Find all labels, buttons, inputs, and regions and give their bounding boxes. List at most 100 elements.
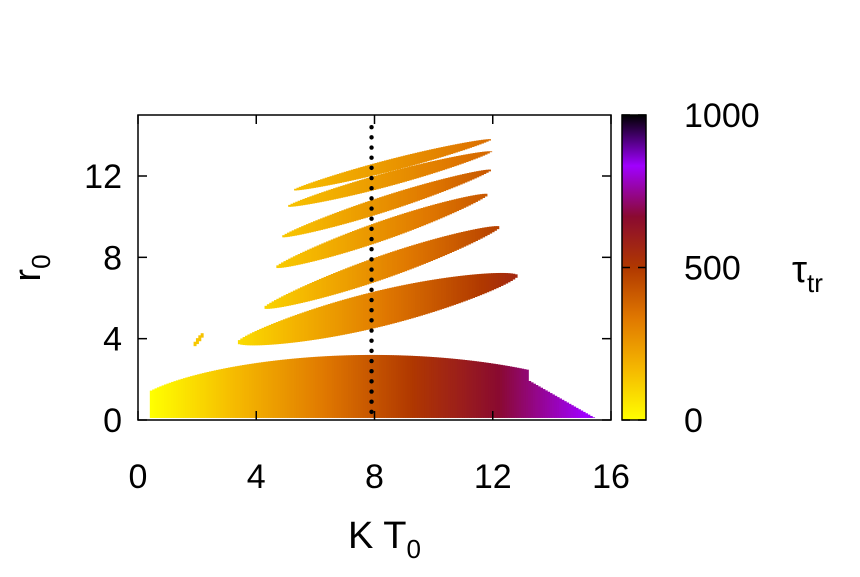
region-cell (232, 366, 236, 418)
marker-dot (369, 155, 374, 160)
region-cell (466, 142, 470, 149)
region-cell (401, 248, 405, 273)
region-cell (467, 196, 471, 206)
region-cell (324, 216, 328, 229)
region-cell (438, 357, 442, 418)
region-cell (525, 369, 529, 418)
region-cell (285, 318, 289, 344)
region-cell (453, 233, 457, 251)
region-cell (451, 234, 455, 252)
region-cell (413, 165, 417, 179)
x-axis-label: K T0 (348, 515, 421, 564)
region-cell (433, 181, 437, 195)
region-cell (493, 273, 497, 290)
region-cell (381, 354, 385, 418)
region-cell (311, 281, 315, 301)
region-cell (368, 292, 371, 330)
region-cell (355, 168, 359, 180)
region-cell (251, 363, 255, 418)
region-cell (320, 306, 324, 339)
region-cell (283, 295, 287, 307)
region-cell (327, 356, 331, 418)
region-cell (404, 247, 408, 272)
region-cell (479, 228, 483, 239)
region-cell (570, 405, 574, 418)
region-cell (346, 208, 350, 224)
region-cell (300, 287, 303, 304)
region-cell (295, 201, 299, 207)
region-cell (473, 140, 477, 147)
marker-dot (369, 257, 374, 262)
region-cell (284, 359, 288, 418)
region-cell (475, 152, 478, 159)
region-cell (316, 193, 320, 203)
marker-dot (369, 379, 374, 384)
region-cell (440, 357, 444, 418)
marker-dot (369, 389, 374, 394)
region-cell (288, 204, 292, 207)
region-cell (391, 158, 395, 171)
region-cell (589, 415, 593, 418)
region-cell (477, 152, 481, 158)
region-cell (490, 363, 494, 418)
region-cell (344, 184, 348, 197)
region-cell (342, 185, 346, 198)
region-cell (404, 167, 408, 182)
region-cell (497, 364, 501, 418)
region-cell (441, 202, 445, 218)
region-cell (331, 355, 335, 418)
region-cell (365, 201, 369, 218)
region-cell (289, 231, 293, 237)
region-cell (409, 187, 413, 204)
marker-dot (369, 399, 374, 404)
region-cell (454, 175, 458, 187)
region-cell (441, 158, 445, 171)
region-cell (544, 390, 548, 418)
region-cell (313, 356, 316, 418)
region-cell (308, 223, 312, 233)
region-cell (315, 220, 319, 232)
region-cell (535, 385, 539, 418)
region-cell (476, 361, 480, 418)
region-cell (318, 192, 322, 203)
region-cell (451, 156, 455, 167)
region-cell (375, 291, 379, 328)
region-cell (377, 290, 381, 328)
marker-dot (369, 196, 374, 201)
region-cell (453, 156, 457, 167)
region-cell (469, 360, 473, 418)
region-cell (259, 328, 263, 346)
region-cell (340, 185, 344, 198)
region-cell (332, 302, 336, 337)
region-cell (373, 175, 377, 190)
region-cell (355, 355, 359, 418)
region-cell (457, 175, 461, 186)
region-cell (346, 298, 350, 334)
region-cell (402, 355, 406, 418)
region-cell (288, 258, 292, 267)
region-cell (161, 385, 165, 418)
region-cell (323, 242, 327, 259)
region-cell (368, 224, 372, 246)
region-cell (432, 239, 436, 261)
region-cell (419, 151, 423, 164)
region-cell (294, 229, 298, 236)
x-axis-ticks: 0 4 8 12 16 (129, 115, 630, 496)
region-cell (443, 277, 447, 309)
region-cell (444, 158, 448, 170)
region-cell (337, 301, 341, 336)
region-cell (471, 141, 475, 147)
region-cell (573, 406, 577, 418)
region-cell (341, 210, 345, 225)
region-cell (349, 231, 353, 252)
region-cell (252, 332, 256, 346)
region-cell (407, 188, 411, 205)
region-cell (410, 283, 414, 319)
marker-dot (369, 206, 374, 211)
region-cell (288, 292, 292, 306)
colorbar-tick-label: 1000 (684, 97, 760, 135)
region-cell (437, 159, 441, 172)
region-cell (408, 211, 412, 231)
region-cell (417, 282, 421, 317)
